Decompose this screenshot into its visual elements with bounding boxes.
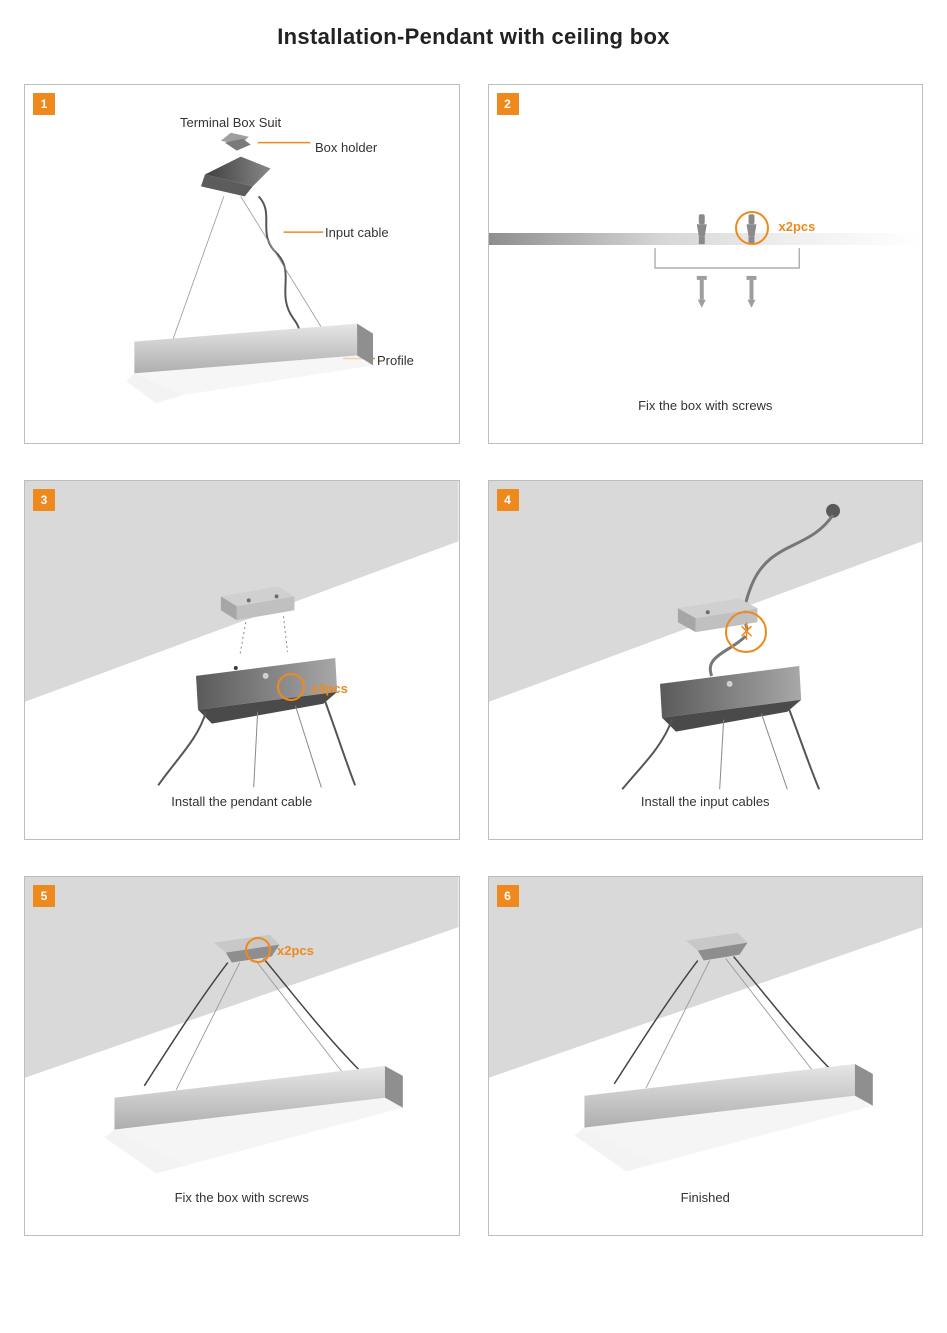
qty-label: x3pcs	[311, 681, 348, 696]
qty-label: x2pcs	[277, 943, 314, 958]
step-badge: 4	[497, 489, 519, 511]
label-profile: Profile	[377, 353, 414, 368]
qty-label: x2pcs	[779, 219, 816, 234]
step-caption: Fix the box with screws	[489, 398, 923, 413]
step-caption: Install the pendant cable	[25, 794, 459, 809]
diagram-step2	[489, 85, 923, 443]
step-panel-1: 1 Terminal Box Suit Box holder Input cab…	[24, 84, 460, 444]
step-grid: 1 Terminal Box Suit Box holder Input cab…	[24, 84, 923, 1236]
step-caption: Install the input cables	[489, 794, 923, 809]
step-panel-2: 2 x2pcs	[488, 84, 924, 444]
step-panel-3: 3 x3pcs	[24, 480, 460, 840]
diagram-step4	[489, 481, 923, 839]
step-badge: 5	[33, 885, 55, 907]
qty-circle	[735, 211, 769, 245]
step-badge: 2	[497, 93, 519, 115]
diagram-step1	[25, 85, 459, 443]
step-caption: Fix the box with screws	[25, 1190, 459, 1205]
label-terminal-box-suit: Terminal Box Suit	[180, 115, 281, 130]
highlight-circle	[725, 611, 767, 653]
qty-circle	[245, 937, 271, 963]
step-panel-6: 6 Finished	[488, 876, 924, 1236]
label-input-cable: Input cable	[325, 225, 389, 240]
label-box-holder: Box holder	[315, 140, 377, 155]
step-panel-4: 4	[488, 480, 924, 840]
step-panel-5: 5 x2pcs	[24, 876, 460, 1236]
step-caption: Finished	[489, 1190, 923, 1205]
step-badge: 1	[33, 93, 55, 115]
page-title: Installation-Pendant with ceiling box	[24, 24, 923, 50]
qty-circle	[277, 673, 305, 701]
step-badge: 6	[497, 885, 519, 907]
diagram-step3	[25, 481, 459, 839]
diagram-step5	[25, 877, 459, 1235]
diagram-step6	[489, 877, 923, 1235]
step-badge: 3	[33, 489, 55, 511]
